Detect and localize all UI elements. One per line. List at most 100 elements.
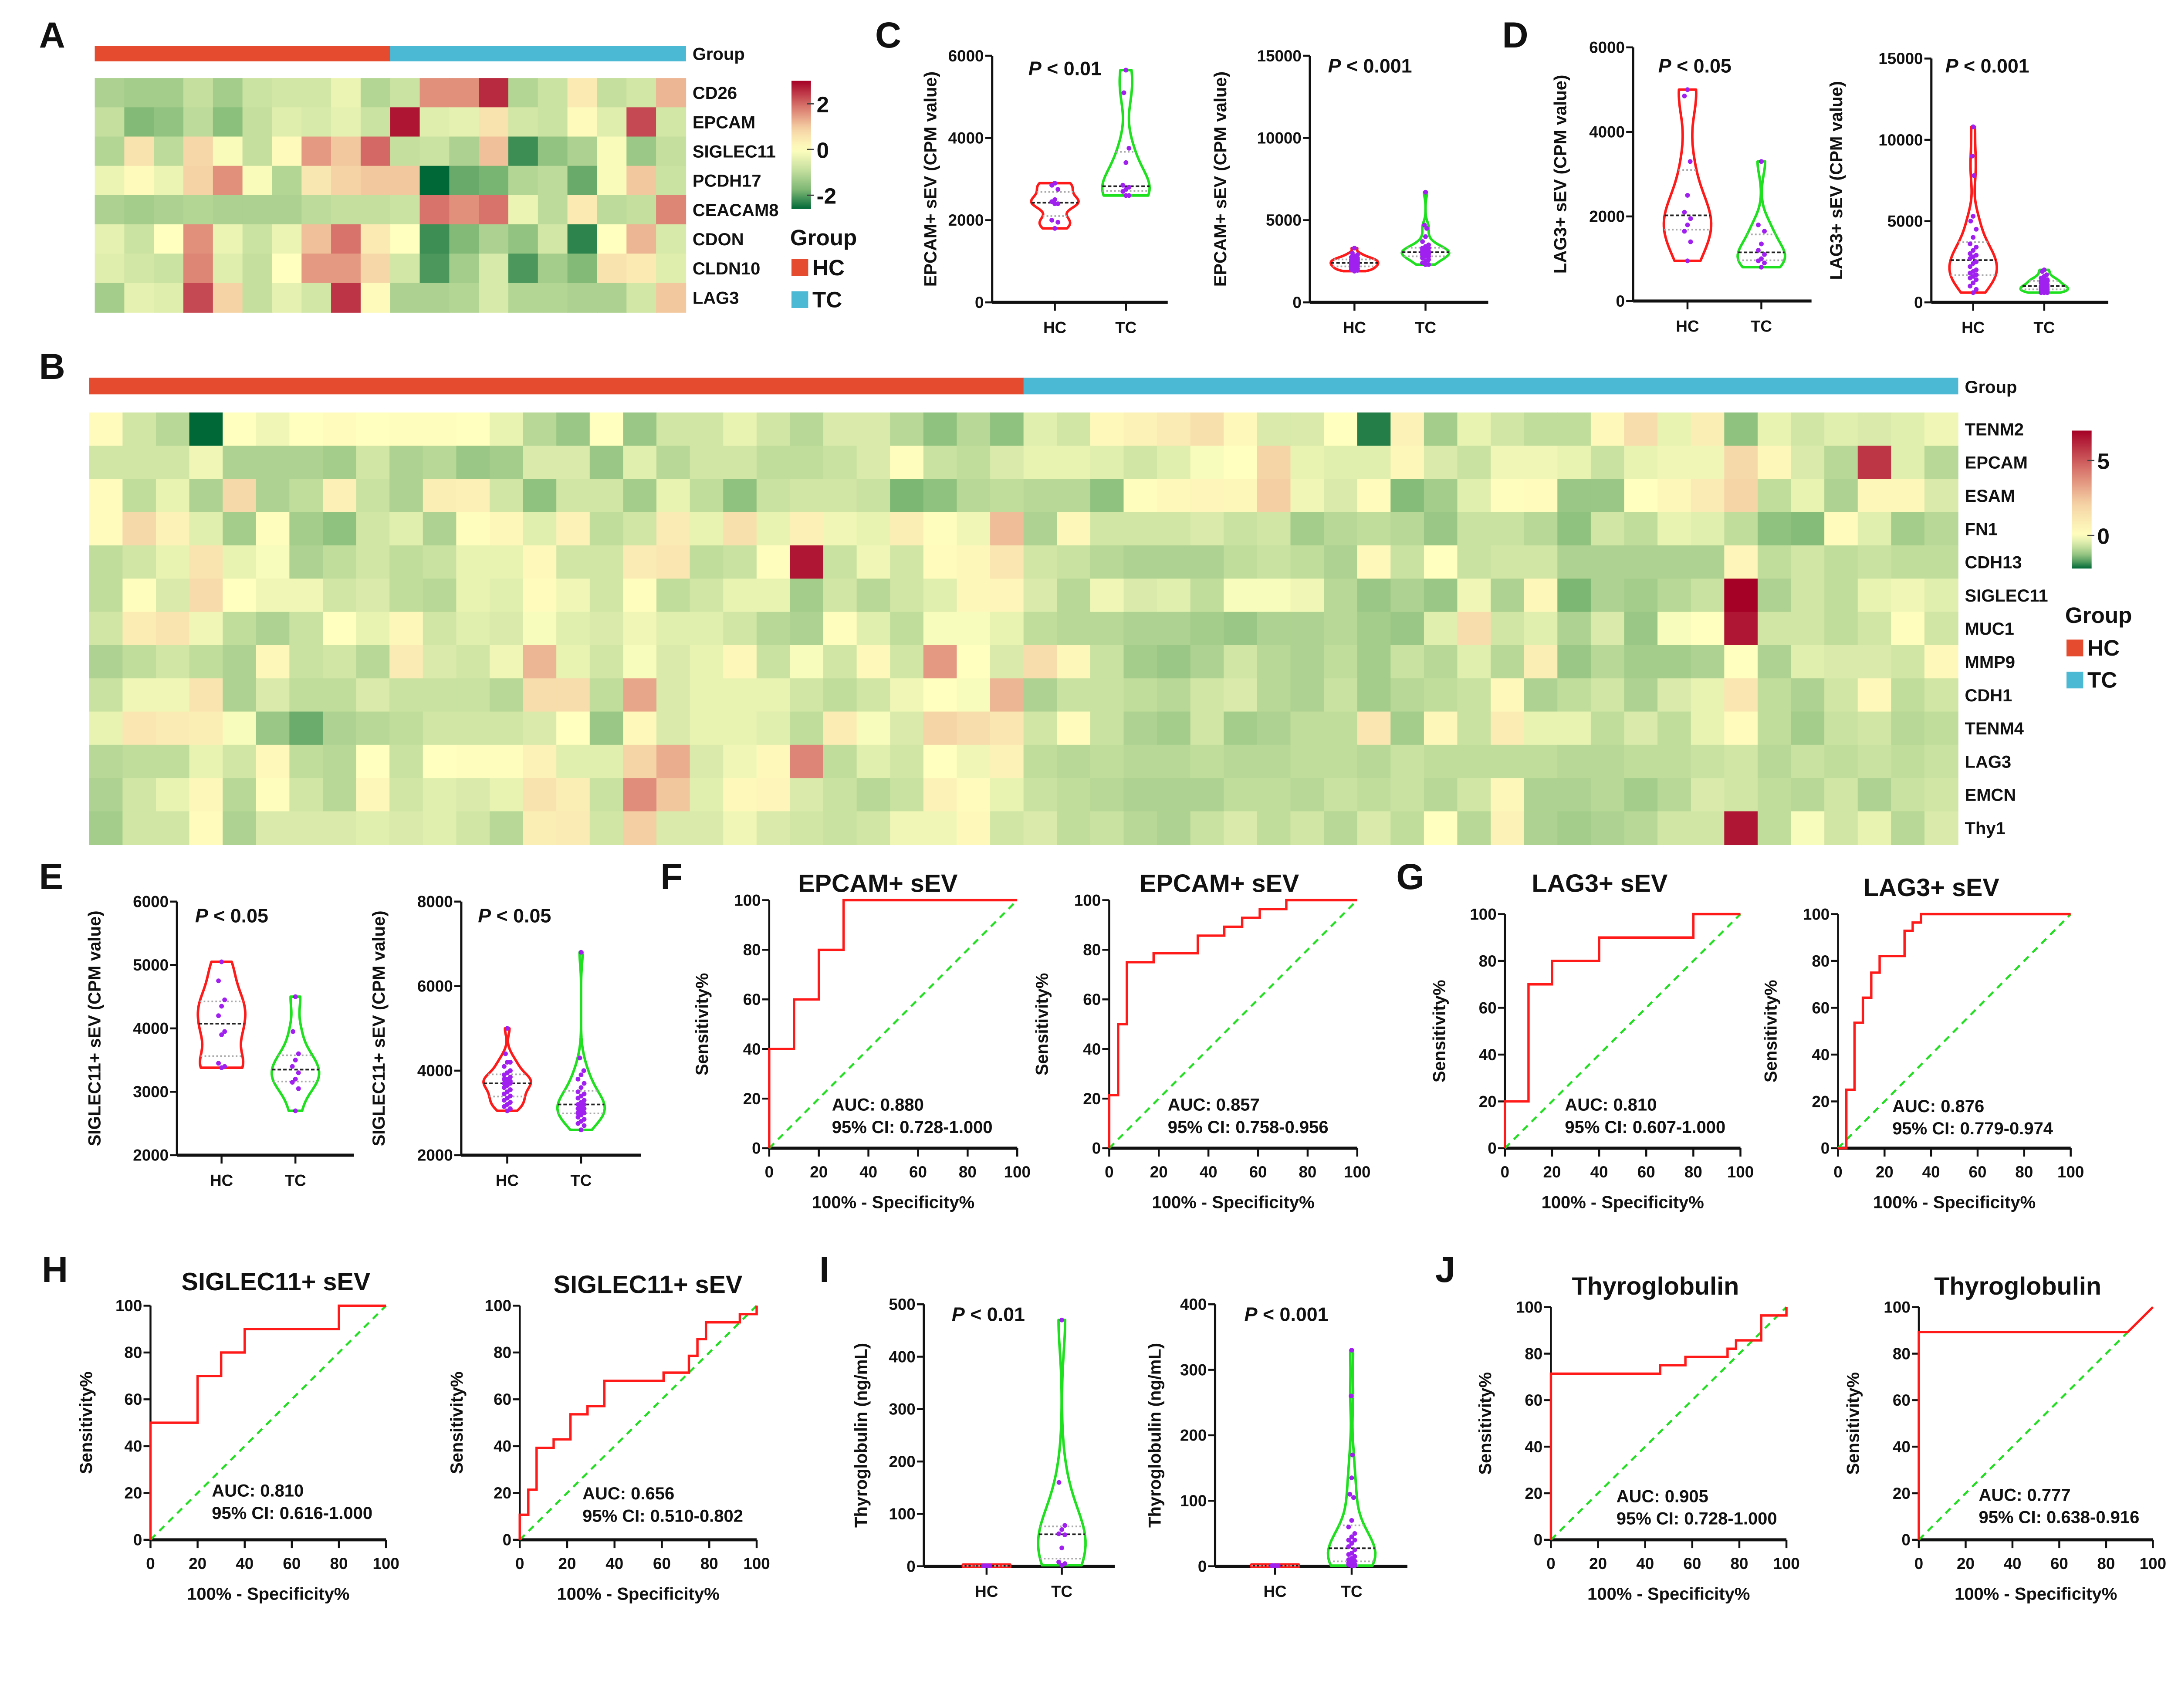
heatmap-cell [1424,512,1458,546]
heatmap-cell [556,811,591,846]
p-value-text: P < 0.05 [195,905,268,927]
x-tick-label: 20 [1589,1555,1607,1573]
heatmap-cell [1557,744,1592,779]
heatmap-cell [1691,578,1725,612]
heatmap-cell [1190,446,1224,480]
heatmap-cell [89,578,123,612]
heatmap-cell [823,412,857,446]
heatmap-cell [523,412,557,446]
x-tick-label: HC [496,1171,519,1189]
heatmap-cell [213,254,243,284]
heatmap-cell [122,678,157,712]
heatmap-cell [1023,446,1058,480]
heatmap-cell [301,195,332,225]
heatmap-cell [1324,612,1358,646]
heatmap-cell [1090,545,1124,579]
heatmap-cell [1357,744,1391,779]
heatmap-cell [1724,479,1759,513]
colorbar-tick-label: 0 [817,138,829,162]
heatmap-cell [1791,811,1825,846]
heatmap-cell [1224,678,1258,712]
heatmap-cell [189,446,223,480]
heatmap-cell [1257,612,1291,646]
heatmap-cell [183,195,214,225]
heatmap-cell [1590,678,1625,712]
heatmap-cell [756,578,791,612]
heatmap-1: B Group TENM2 EPCAM ESAM FN1 CDH13 SIGLEC11 MUC1… [39,346,2132,846]
heatmap-cell [1157,545,1191,579]
data-point [1420,255,1425,260]
heatmap-cell [456,645,490,679]
heatmap-cell [723,645,758,679]
heatmap-cell [1290,678,1325,712]
p-comparison: < 0.001 [1258,1304,1329,1326]
heatmap-cell [124,283,155,313]
heatmap-cell [623,412,657,446]
roc-curve-17: Thyroglobulin 00 20 20 40 40 60 60 80 80 100 100 Sen… [1843,1272,2166,1604]
heatmap-cell [1524,612,1558,646]
heatmap-cell [1290,645,1325,679]
heatmap-cell [567,283,598,313]
chart-title: Thyroglobulin [1934,1272,2101,1300]
heatmap-cell [1524,512,1558,546]
heatmap-cell [823,612,857,646]
x-tick-label: 60 [909,1163,927,1181]
x-tick-label: 80 [1684,1163,1702,1181]
heatmap-cell [390,283,420,313]
heatmap-cell [456,479,490,513]
heatmap-cell [1090,578,1124,612]
heatmap-cell [823,711,857,746]
heatmap-cell [456,512,490,546]
heatmap-cell [1157,412,1191,446]
p-symbol: P [1245,1304,1258,1326]
data-point [501,1072,507,1078]
heatmap-cell [242,136,273,166]
heatmap-cell [890,778,924,812]
heatmap-cell [489,446,524,480]
heatmap-cell [156,711,190,746]
y-tick-label: 5000 [133,956,169,974]
heatmap-cell [1857,744,1892,779]
heatmap-cell [756,645,791,679]
heatmap-cell [301,166,332,196]
y-tick-label: 300 [1180,1361,1207,1379]
heatmap-cell [1791,578,1825,612]
heatmap-cell [389,578,424,612]
y-axis-label: SIGLEC11+ sEV (CPM value) [85,910,104,1146]
heatmap-cell [423,479,457,513]
chart-title: Thyroglobulin [1572,1272,1739,1300]
heatmap-cell [156,744,190,779]
heatmap-cell [538,136,568,166]
heatmap-cell [597,224,627,254]
heatmap-cell [1557,479,1592,513]
heatmap-cell [1290,744,1325,779]
heatmap-cell [1691,412,1725,446]
heatmap-cell [1357,778,1391,812]
heatmap-cell [449,195,480,225]
heatmap-cell [156,479,190,513]
data-point [501,1064,507,1069]
heatmap-cell [1824,578,1859,612]
heatmap-cell [1524,744,1558,779]
y-axis-label: Sensitivity% [693,973,712,1076]
y-tick-label: 400 [1180,1295,1207,1313]
data-point [293,1058,298,1063]
heatmap-cell [1390,446,1425,480]
data-point [1974,277,1979,282]
heatmap-cell [990,778,1024,812]
heatmap-cell [1023,678,1058,712]
data-point [219,959,224,964]
data-point [1968,264,1973,269]
heatmap-cell [156,512,190,546]
heatmap-cell [272,224,302,254]
heatmap-cell [95,107,125,137]
heatmap-cell [1457,645,1491,679]
data-point [1759,241,1764,247]
heatmap-cell [356,512,390,546]
y-tick-label: 60 [124,1390,142,1408]
heatmap-cell [89,446,123,480]
heatmap-cell [1857,512,1892,546]
y-axis-label: Thyroglobulin (ng/mL) [852,1343,871,1528]
heatmap-cell [1757,545,1792,579]
heatmap-cell [1157,446,1191,480]
